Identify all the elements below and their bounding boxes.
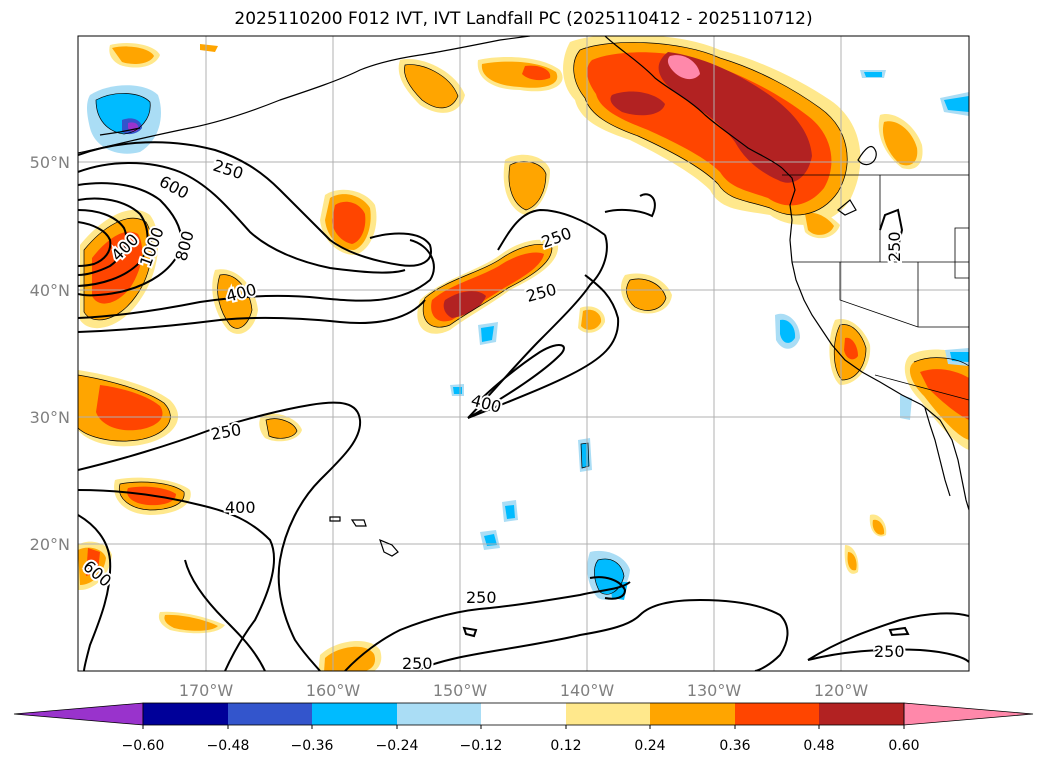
contour-label: 250: [466, 588, 497, 607]
lon-tick-label: 120°W: [814, 681, 869, 700]
colorbar-tick-label: 0.48: [803, 738, 834, 754]
colorbar-tick-label: −0.60: [122, 738, 165, 754]
colorbar-segment: [143, 703, 228, 725]
coastlines: [78, 36, 969, 557]
colorbar-tick-label: 0.12: [550, 738, 581, 754]
colorbar-ticks: [142, 725, 905, 729]
colorbar-tick-label: 0.24: [634, 738, 665, 754]
colorbar-segment: [228, 703, 312, 725]
lat-tick-label: 30°N: [30, 408, 70, 427]
ivt-contours: [78, 141, 969, 671]
borders: [782, 174, 969, 401]
colorbar-frame: [142, 702, 905, 726]
lon-tick-label: 170°W: [179, 681, 234, 700]
map-frame: [77, 35, 970, 672]
positive-shading-darkred: [443, 52, 812, 318]
colorbar-segment: [566, 703, 650, 725]
gridlines: [78, 36, 969, 671]
colorbar-tick-labels: −0.60 −0.48 −0.36 −0.24 −0.12 0.12 0.24 …: [122, 738, 920, 754]
contour-label: 400: [225, 498, 256, 517]
colorbar-tick-label: −0.12: [460, 738, 503, 754]
colorbar-tick-label: 0.60: [888, 738, 919, 754]
colorbar-segment: [650, 703, 735, 725]
contour-label: 250: [874, 642, 905, 661]
colorbar-tick-label: 0.36: [719, 738, 750, 754]
lon-tick-label: 130°W: [687, 681, 742, 700]
contour-label: 250: [402, 654, 433, 673]
lat-tick-label: 50°N: [30, 153, 70, 172]
colorbar-extend-high: [903, 702, 1034, 726]
colorbar-tick-label: −0.24: [376, 738, 419, 754]
contour-label: 250: [885, 231, 904, 262]
lon-tick-label: 150°W: [433, 681, 488, 700]
colorbar-segment: [735, 703, 819, 725]
colorbar: −0.60 −0.48 −0.36 −0.24 −0.12 0.12 0.24 …: [13, 702, 1034, 754]
colorbar-segment: [397, 703, 481, 725]
colorbar-extend-low: [13, 702, 144, 726]
colorbar-tick-label: −0.36: [291, 738, 334, 754]
colorbar-segment: [312, 703, 397, 725]
lat-tick-label: 20°N: [30, 535, 70, 554]
lon-tick-label: 160°W: [306, 681, 361, 700]
colorbar-segment: [819, 703, 904, 725]
positive-shading-pink: [667, 55, 700, 80]
lat-tick-label: 40°N: [30, 281, 70, 300]
map-title: 2025110200 F012 IVT, IVT Landfall PC (20…: [234, 9, 813, 29]
map-panel: 250 600 400 400 800 1000 250 250 400 250…: [78, 36, 969, 673]
colorbar-tick-label: −0.48: [207, 738, 250, 754]
longitude-ticks: 170°W 160°W 150°W 140°W 130°W 120°W: [179, 681, 869, 700]
colorbar-segment: [481, 703, 566, 725]
lon-tick-label: 140°W: [560, 681, 615, 700]
latitude-ticks: 50°N 40°N 30°N 20°N: [30, 153, 70, 554]
